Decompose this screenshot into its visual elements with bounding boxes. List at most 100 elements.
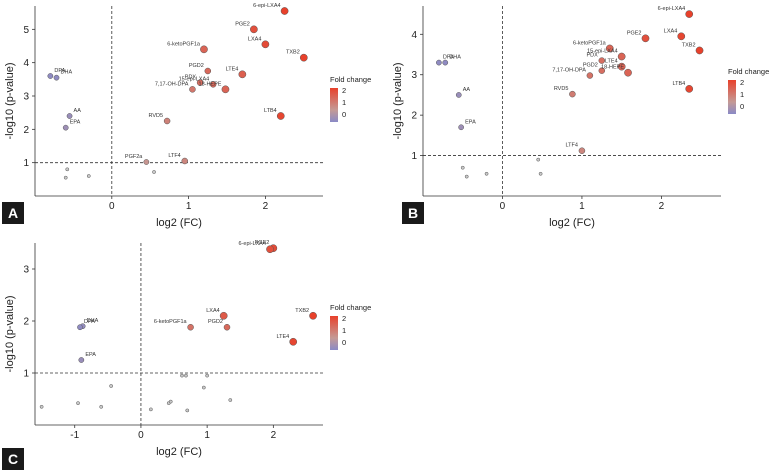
data-point (685, 85, 694, 93)
legend-tick-label: 0 (342, 338, 346, 347)
legend-tick-label: 1 (740, 90, 744, 99)
point-label: PGD2 (189, 63, 204, 69)
y-tick-label: 3 (23, 265, 29, 276)
point-label: 6-epi-LXA4 (253, 3, 281, 9)
x-tick-label: 1 (579, 201, 585, 212)
point-label: LTE4 (226, 66, 239, 72)
data-point (484, 171, 489, 176)
data-point (149, 407, 153, 412)
point-label: DHA (61, 70, 73, 76)
legend-title: Fold change (728, 67, 769, 76)
data-point (578, 147, 586, 154)
legend-colorbar (728, 80, 736, 114)
legend-title: Fold change (330, 303, 371, 312)
point-label: 18-HEPE (199, 81, 222, 87)
legend-tick-label: 0 (740, 102, 744, 111)
data-point (143, 159, 150, 165)
legend-tick-label: 2 (740, 78, 744, 87)
data-point (685, 10, 694, 18)
data-point (624, 68, 632, 77)
data-point (99, 404, 104, 409)
point-label: DPA (84, 319, 95, 325)
panel-a: 0 1 2 1 2 3 4 5 log2 (FC) -log10 (p-value) 6-epi-L… (2, 3, 371, 229)
legend-tick-label: 1 (342, 326, 346, 335)
point-label: RVD5 (554, 86, 569, 92)
data-point (180, 373, 184, 378)
panel-letter: B (408, 205, 418, 221)
point-label: EPA (85, 352, 96, 358)
point-label: 15-epi-LXA4 (179, 76, 210, 82)
point-label: TXB2 (295, 308, 309, 314)
point-label: TXB2 (682, 42, 696, 48)
data-point (442, 59, 449, 66)
panel-c: -1 0 1 2 1 2 3 log2 (FC) -log10 (p-value) PGE26-e… (2, 240, 371, 470)
x-tick-label: 2 (659, 201, 665, 212)
point-label: LXA4 (248, 36, 261, 42)
y-tick-label: 5 (23, 25, 29, 36)
data-point (460, 165, 465, 170)
point-label: AA (74, 108, 82, 114)
y-tick-label: 2 (411, 111, 417, 122)
point-label: LXA4 (206, 308, 219, 314)
x-axis-title: log2 (FC) (156, 446, 202, 458)
legend-title: Fold change (330, 75, 371, 84)
point-label: 6-ketoPGF1a (573, 40, 607, 46)
panel-b: 0 1 2 1 2 3 4 log2 (FC) -log10 (p-value) 6-epi-LX… (392, 6, 769, 229)
point-label: DPA (443, 55, 454, 61)
point-label: AA (463, 87, 471, 93)
point-label: DHA (449, 55, 461, 61)
data-point (617, 62, 626, 71)
point-label: LTE4 (605, 59, 618, 65)
data-point (436, 59, 442, 66)
point-label: TXB2 (286, 50, 300, 56)
y-axis-title: -log10 (p-value) (392, 62, 404, 139)
x-tick-label: 0 (500, 201, 506, 212)
data-point (181, 157, 189, 165)
data-point (569, 90, 576, 98)
data-point (53, 74, 60, 81)
panel-badge (2, 448, 24, 470)
data-point (261, 40, 270, 49)
point-label: PGE2 (235, 21, 250, 27)
data-point (266, 245, 274, 254)
x-axis-title: log2 (FC) (549, 217, 595, 229)
point-label: PGE2 (627, 30, 642, 36)
color-legend: Fold change 2 1 0 (330, 303, 371, 350)
point-label: 6-ketoPGF1a (154, 319, 188, 325)
data-point (152, 170, 156, 174)
x-tick-label: 2 (263, 201, 269, 212)
panel-badge (402, 202, 424, 224)
point-label: 7,17-OH-DPA (155, 81, 189, 87)
data-point (276, 112, 285, 120)
data-point (250, 25, 258, 34)
data-point (677, 32, 686, 41)
data-point (536, 157, 541, 162)
point-label: PGD2 (208, 319, 223, 325)
data-point (39, 404, 44, 409)
color-legend: Fold change 2 1 0 (330, 75, 371, 122)
point-label: EPA (70, 120, 81, 126)
data-point (205, 373, 209, 378)
point-label: 6-epi-LXA4 (239, 241, 267, 247)
data-point (66, 113, 73, 119)
y-tick-label: 4 (411, 30, 417, 41)
x-tick-label: 1 (204, 430, 210, 441)
data-point (464, 174, 469, 179)
y-axis-title: -log10 (p-value) (4, 62, 16, 139)
data-point (598, 57, 606, 64)
y-tick-label: 1 (411, 151, 417, 162)
data-point (168, 399, 173, 404)
data-point (200, 45, 208, 54)
panel-letter: C (8, 451, 18, 467)
y-tick-label: 3 (23, 92, 29, 103)
data-point (299, 53, 308, 62)
data-point (185, 408, 190, 413)
panel-badge (2, 202, 24, 224)
data-point (221, 85, 230, 94)
data-point (641, 34, 650, 43)
point-label: PDX (586, 53, 598, 59)
data-point (65, 167, 70, 172)
point-label: 6-ketoPGF1a (167, 41, 201, 47)
data-point (209, 81, 217, 88)
